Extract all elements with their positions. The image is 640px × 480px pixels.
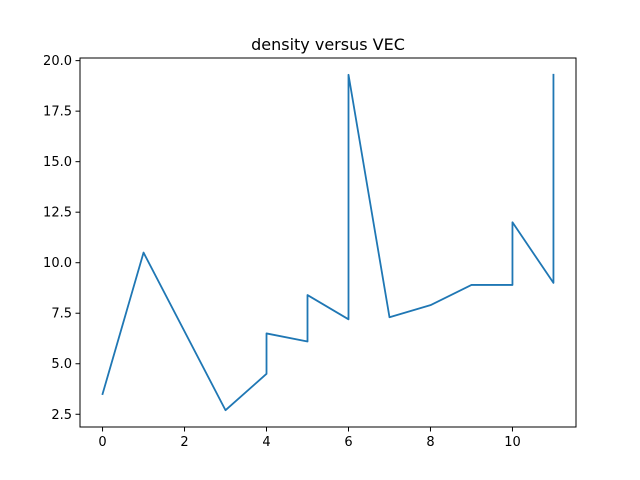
series-line-0 (101, 73, 555, 412)
axes-frame (79, 57, 577, 428)
x-tick-label: 2 (180, 435, 188, 450)
plot-area: 0 2 4 6 8 10 2.5 5.0 7.5 10.0 12.5 15.0 17.5 20.0 (43, 54, 577, 450)
chart-title: density versus VEC (251, 35, 405, 54)
y-tick-label: 7.5 (51, 307, 72, 322)
y-tick-label: 10.0 (43, 256, 72, 271)
y-tick-label: 2.5 (51, 408, 72, 423)
y-tick-label: 5.0 (51, 357, 72, 372)
x-tick-label: 6 (344, 435, 352, 450)
x-tick-label: 0 (98, 435, 106, 450)
x-tick-label: 4 (262, 435, 270, 450)
y-tick-label: 15.0 (43, 155, 72, 170)
y-tick-label: 20.0 (43, 54, 72, 69)
x-tick-label: 8 (426, 435, 434, 450)
x-tick-label: 10 (504, 435, 521, 450)
y-tick-label: 12.5 (43, 206, 72, 221)
y-tick-label: 17.5 (43, 105, 72, 120)
